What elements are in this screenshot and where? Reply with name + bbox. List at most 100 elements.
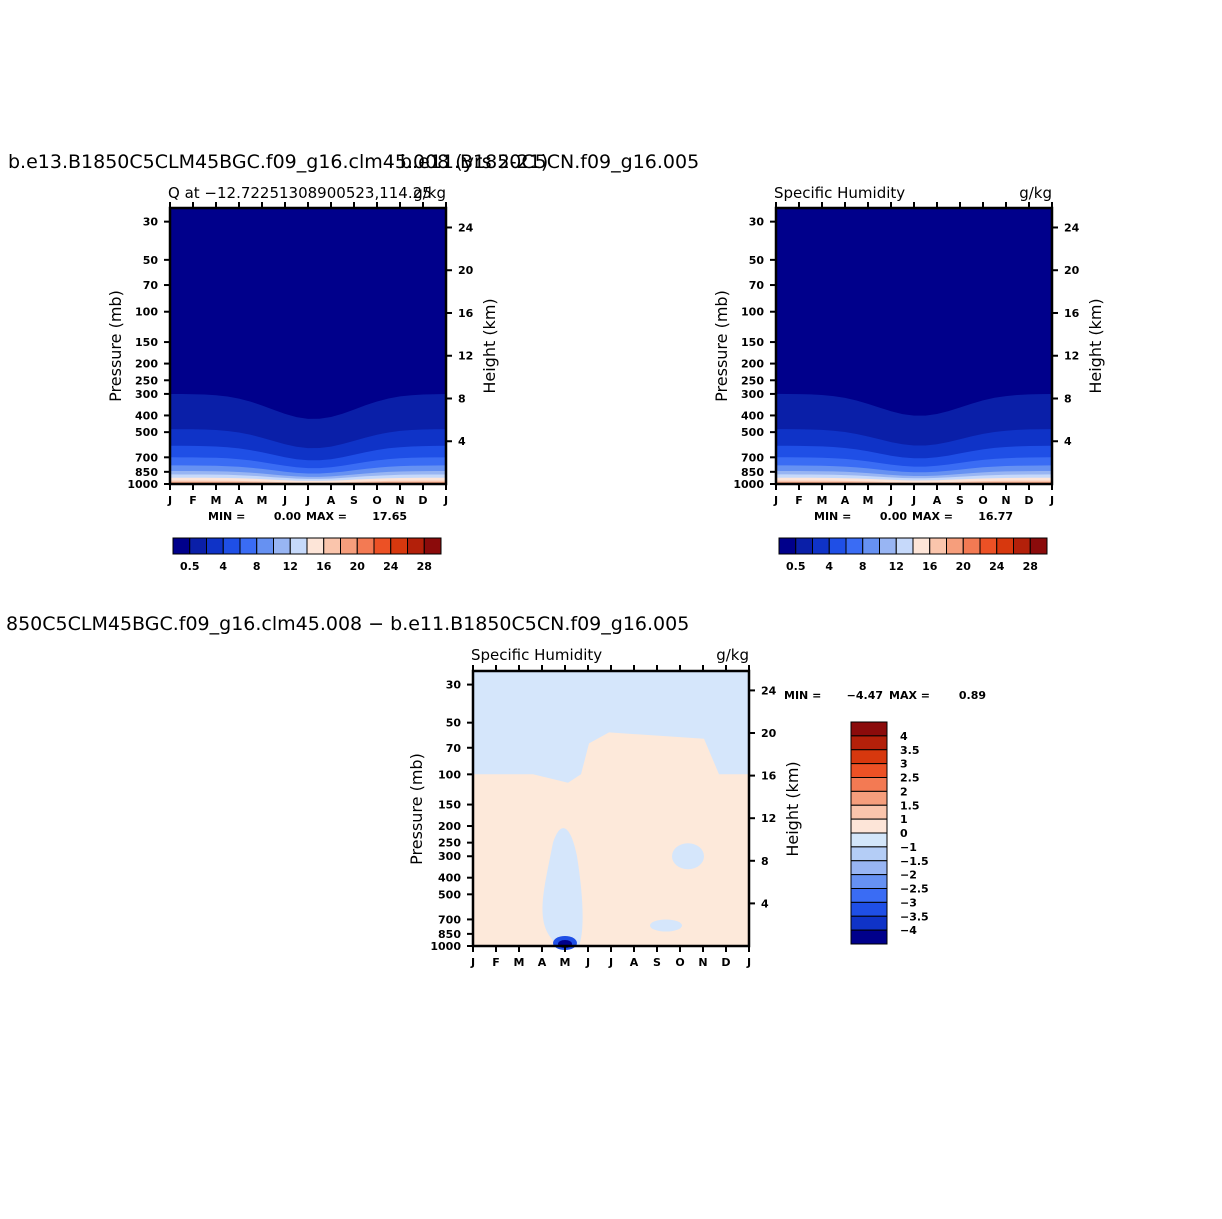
y-tick-label: 150: [438, 799, 461, 812]
colorbar-cell: [850, 846, 888, 862]
y-tick-label: 400: [741, 409, 764, 422]
x-tick-label: D: [721, 956, 730, 969]
x-tick-label: A: [327, 494, 336, 507]
min-label: MIN =: [814, 510, 851, 523]
x-tick-label: O: [675, 956, 684, 969]
x-tick-label: N: [1001, 494, 1010, 507]
panel-left-title: Q at −12.72251308900523,114.25: [168, 184, 432, 202]
y-tick-label: 700: [135, 451, 158, 464]
negative-blob: [650, 919, 682, 932]
colorbar-label: −3: [900, 896, 917, 909]
y-tick-label: 500: [438, 888, 461, 901]
x-tick-label: A: [235, 494, 244, 507]
panel-left-title: Specific Humidity: [774, 184, 905, 202]
colorbar-label: 3.5: [900, 744, 920, 757]
colorbar-cell: [828, 537, 847, 555]
y2-tick-label: 12: [458, 350, 473, 363]
y-tick-label: 50: [446, 717, 462, 730]
x-tick-label: A: [630, 956, 639, 969]
min-value: 0.00: [274, 510, 301, 523]
colorbar-cell: [778, 537, 797, 555]
colorbar: 0.5 4 8 12 16 20 24 28: [172, 537, 442, 573]
y-tick-label: 1000: [430, 940, 461, 953]
colorbar-label: 0.5: [180, 560, 200, 573]
colorbar-cell: [912, 537, 931, 555]
y-axis-label: Pressure (mb): [106, 290, 125, 402]
y-tick-label: 50: [749, 254, 765, 267]
colorbar-cell: [340, 537, 358, 555]
y2-tick-label: 8: [1064, 392, 1072, 405]
y-tick-label: 300: [135, 388, 158, 401]
y-tick-label: 250: [135, 374, 158, 387]
x-tick-label: J: [911, 494, 916, 507]
min-value: 0.00: [880, 510, 907, 523]
colorbar-cell: [850, 860, 888, 876]
contour-field: [473, 671, 749, 950]
max-label: MAX =: [889, 689, 930, 702]
colorbar-label: 20: [350, 560, 366, 573]
negative-blob: [672, 843, 704, 870]
colorbar-cell: [996, 537, 1014, 555]
colorbar-cell: [1029, 537, 1048, 555]
x-tick-label: F: [189, 494, 197, 507]
y-axis-label: Pressure (mb): [712, 290, 731, 402]
y2-axis-label: Height (km): [783, 761, 802, 856]
y-tick-label: 300: [741, 388, 764, 401]
y-tick-label: 70: [446, 742, 462, 755]
y-tick-label: 100: [438, 768, 461, 781]
x-tick-label: M: [257, 494, 268, 507]
colorbar-label: 24: [383, 560, 399, 573]
colorbar-cell: [850, 735, 888, 751]
y2-tick-label: 20: [761, 727, 777, 740]
y-tick-label: 400: [438, 872, 461, 885]
x-tick-label: S: [653, 956, 661, 969]
negative-region: [473, 671, 749, 783]
y-tick-label: 200: [741, 358, 764, 371]
x-tick-label: M: [817, 494, 828, 507]
colorbar-label: −3.5: [900, 910, 929, 923]
colorbar-cell: [256, 537, 274, 555]
colorbar-cell: [172, 537, 191, 555]
colorbar-cell: [356, 537, 375, 555]
contour-field: [776, 208, 1052, 484]
y-tick-label: 500: [135, 426, 158, 439]
x-tick-label: S: [956, 494, 964, 507]
y-tick-label: 850: [741, 466, 764, 479]
colorbar-cell: [273, 537, 291, 555]
x-tick-label: J: [167, 494, 172, 507]
colorbar-cell: [850, 749, 888, 765]
colorbar-cell: [812, 537, 830, 555]
panel-difference: Specific Humidity g/kg J F M A M J J A S O N D J3050…: [407, 646, 986, 969]
contour-field: [170, 208, 446, 484]
top-title-overlap: b.e11.B1850C5CN.f09_g16.005: [400, 151, 699, 173]
colorbar-label: 0: [900, 827, 908, 840]
x-tick-label: J: [585, 956, 590, 969]
y2-tick-label: 8: [458, 392, 466, 405]
colorbar-cell: [850, 915, 888, 931]
x-tick-label: O: [978, 494, 987, 507]
x-tick-label: M: [211, 494, 222, 507]
axes: J F M A M J J A S O N D J305070100150200250300400500…: [127, 202, 474, 507]
max-value: 0.89: [959, 689, 986, 702]
colorbar-label: 1: [900, 813, 908, 826]
colorbar: 43.532.521.510−1−1.5−2−2.5−3−3.5−4: [850, 721, 929, 945]
y2-tick-label: 20: [1064, 264, 1080, 277]
colorbar-label: 8: [253, 560, 261, 573]
colorbar-cell: [407, 537, 425, 555]
colorbar-label: 20: [956, 560, 972, 573]
y-tick-label: 700: [438, 913, 461, 926]
x-tick-label: J: [608, 956, 613, 969]
colorbar-cell: [850, 818, 888, 834]
x-tick-label: A: [841, 494, 850, 507]
colorbar-label: 0.5: [786, 560, 806, 573]
x-tick-label: F: [492, 956, 500, 969]
colorbar-label: 8: [859, 560, 867, 573]
panel-units: g/kg: [413, 184, 446, 202]
min-label: MIN =: [784, 689, 821, 702]
x-tick-label: A: [933, 494, 942, 507]
x-tick-label: J: [305, 494, 310, 507]
colorbar-cell: [239, 537, 258, 555]
colorbar-cell: [929, 537, 947, 555]
colorbar-label: 16: [316, 560, 332, 573]
colorbar-cell: [850, 790, 888, 806]
